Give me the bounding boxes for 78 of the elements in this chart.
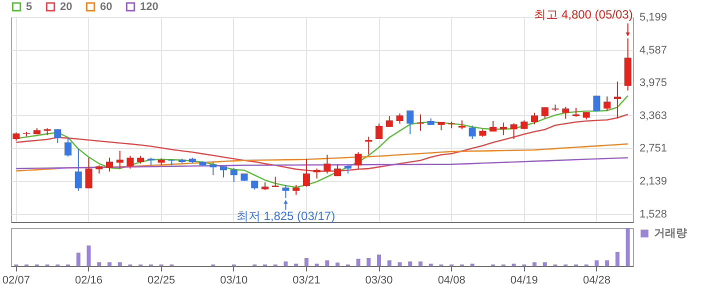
bar <box>86 245 91 266</box>
x-tick-label: 02/07 <box>2 274 30 286</box>
candlestick <box>85 157 92 189</box>
x-tick-label: 03/30 <box>365 274 393 286</box>
candlestick <box>354 152 362 170</box>
candlestick <box>116 150 124 170</box>
candlestick <box>531 112 538 125</box>
bar <box>615 252 620 266</box>
y-tick-label: 1,528 <box>640 208 668 220</box>
candlestick <box>406 110 414 135</box>
candlestick <box>74 148 82 192</box>
candlestick <box>106 157 113 172</box>
candlestick <box>562 106 570 120</box>
legend-label: 60 <box>100 0 112 13</box>
y-tick-label: 2,751 <box>640 142 668 155</box>
bar <box>408 261 412 266</box>
candlestick <box>64 136 72 157</box>
candlestick <box>272 176 279 188</box>
bar <box>594 260 599 266</box>
bar <box>626 228 630 266</box>
bar <box>336 262 340 266</box>
bar <box>325 260 330 266</box>
candlestick <box>614 81 621 119</box>
y-tick-label: 3,975 <box>640 77 668 90</box>
bar <box>304 258 308 266</box>
bar <box>284 261 288 266</box>
bar <box>118 262 122 266</box>
legend-label: 5 <box>26 0 32 13</box>
candlestick <box>220 166 228 178</box>
bar <box>356 258 360 266</box>
legend-label: 거래량 <box>654 228 687 240</box>
candlestick <box>126 155 134 170</box>
candlestick <box>282 184 290 198</box>
bar <box>542 262 547 266</box>
candlestick <box>168 159 176 166</box>
x-tick-label: 03/10 <box>220 274 248 286</box>
bar <box>377 254 382 266</box>
bar <box>418 261 422 266</box>
candlestick <box>210 162 217 176</box>
x-tick-label: 04/28 <box>582 274 610 286</box>
x-tick-label: 04/08 <box>438 274 466 286</box>
bar <box>387 260 392 266</box>
bar <box>107 262 112 266</box>
y-tick-label: 2,139 <box>640 176 668 188</box>
candlestick <box>490 120 497 132</box>
candlestick <box>54 128 62 144</box>
candlestick <box>416 114 424 132</box>
x-tick-label: 03/21 <box>292 274 320 286</box>
y-tick-label: 3,363 <box>640 110 668 122</box>
legend-label: 120 <box>140 0 158 13</box>
annotation: 최고 4,800 (05/03) <box>534 7 633 22</box>
bar <box>398 262 402 266</box>
candlestick <box>468 125 476 140</box>
bar <box>97 262 102 266</box>
candlestick <box>302 158 310 188</box>
legend-label: 20 <box>60 0 72 13</box>
line-series <box>16 143 628 172</box>
candlestick <box>386 116 393 128</box>
x-tick-label: 02/16 <box>74 274 103 286</box>
annotation: 최저 1,825 (03/17) <box>236 208 336 223</box>
y-tick-label: 5,199 <box>640 12 668 24</box>
bar <box>532 262 537 266</box>
bar <box>605 260 610 266</box>
candlestick <box>510 122 518 140</box>
candlestick <box>230 167 238 183</box>
candlestick <box>376 123 383 140</box>
candlestick <box>396 112 404 124</box>
bar <box>76 252 80 266</box>
candlestick <box>324 154 331 174</box>
candlestick <box>604 96 611 112</box>
x-tick-label: 04/19 <box>510 274 538 286</box>
candlestick <box>541 106 548 119</box>
bar <box>366 258 371 266</box>
y-tick-label: 4,587 <box>640 44 668 56</box>
x-tick-label: 02/25 <box>148 274 176 286</box>
candlestick <box>365 136 372 155</box>
candlestick <box>292 184 300 196</box>
candlestick <box>593 95 600 112</box>
